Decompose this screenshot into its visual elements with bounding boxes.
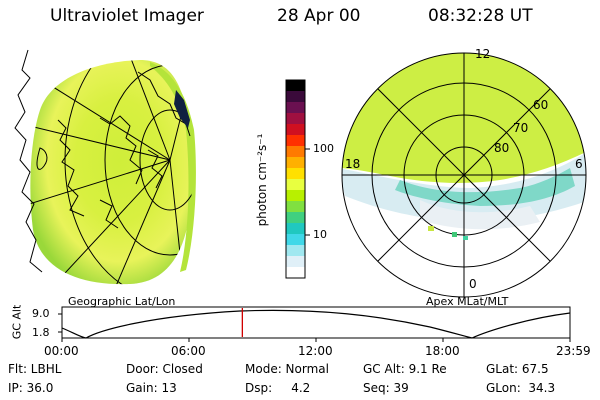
timeline-xtick: 00:00	[44, 344, 79, 358]
status-ip: IP: 36.0	[8, 381, 54, 395]
colorbar-cell	[286, 146, 305, 158]
polar-aurora-image	[342, 53, 586, 183]
colorbar-cell	[286, 157, 305, 169]
colorbar-tick-100: 100	[313, 142, 334, 155]
timeline-xtick: 06:00	[171, 344, 206, 358]
polar-panel-caption: Apex MLat/MLT	[426, 295, 509, 308]
colorbar-cell	[286, 91, 305, 103]
status-gain: Gain: 13	[126, 381, 177, 395]
mlt-label-6: 6	[575, 157, 583, 171]
colorbar-cell	[286, 223, 305, 235]
mlt-label-18: 18	[345, 157, 361, 171]
status-glat: GLat: 67.5	[486, 362, 549, 376]
status-door: Door: Closed	[126, 362, 203, 376]
colorbar-cell	[286, 201, 305, 213]
status-dsp: Dsp: 4.2	[245, 381, 311, 395]
status-glon: GLon: 34.3	[486, 381, 556, 395]
colorbar-cell	[286, 234, 305, 246]
colorbar-cell	[286, 179, 305, 191]
colorbar-cell	[286, 245, 305, 257]
colorbar-cell	[286, 124, 305, 136]
mlt-label-0: 0	[469, 277, 477, 291]
colorbar-tick-10: 10	[313, 228, 327, 241]
gc-alt-timeline	[58, 306, 571, 342]
mlat-label-70: 70	[513, 121, 529, 135]
geo-panel-caption: Geographic Lat/Lon	[68, 295, 176, 308]
polar-grid	[341, 52, 587, 298]
colorbar-cell	[286, 256, 305, 268]
status-gc-alt: GC Alt: 9.1 Re	[363, 362, 447, 376]
aurora-spot	[452, 232, 457, 237]
colorbar-cell	[286, 168, 305, 180]
colorbar-cell	[286, 102, 305, 114]
colorbar-cell	[286, 190, 305, 202]
status-seq: Seq: 39	[363, 381, 409, 395]
app-title: Ultraviolet Imager	[50, 6, 204, 26]
geo-aurora-image	[30, 60, 193, 285]
status-mode: Mode: Normal	[245, 362, 329, 376]
mlt-label-12: 12	[475, 47, 491, 61]
aurora-spot	[463, 236, 468, 240]
colorbar-cell	[286, 212, 305, 224]
gc-alt-curve	[61, 309, 571, 339]
timeline-y-title: GC Alt	[10, 304, 24, 340]
timeline-xtick: 12:00	[298, 344, 333, 358]
mlat-label-60: 60	[533, 98, 549, 112]
colorbar-cell	[286, 135, 305, 147]
colorbar-unit-label: photon cm⁻²s⁻¹	[255, 133, 269, 227]
geo-image-panel	[14, 49, 196, 285]
timeline-ytick-low: 1.8	[32, 326, 50, 339]
colorbar-cell	[286, 267, 305, 279]
aurora-spot	[428, 226, 434, 231]
colorbar-cell	[286, 80, 305, 92]
colorbar-cell	[286, 113, 305, 125]
status-filter: Flt: LBHL	[8, 362, 62, 376]
colorbar	[285, 79, 310, 279]
image-date: 28 Apr 00	[277, 6, 361, 26]
timeline-xtick: 23:59	[556, 344, 591, 358]
timeline-xtick: 18:00	[425, 344, 460, 358]
image-time: 08:32:28 UT	[428, 6, 533, 26]
timeline-ytick-high: 9.0	[32, 307, 50, 320]
polar-plot	[341, 52, 587, 298]
mlat-label-80: 80	[494, 141, 510, 155]
